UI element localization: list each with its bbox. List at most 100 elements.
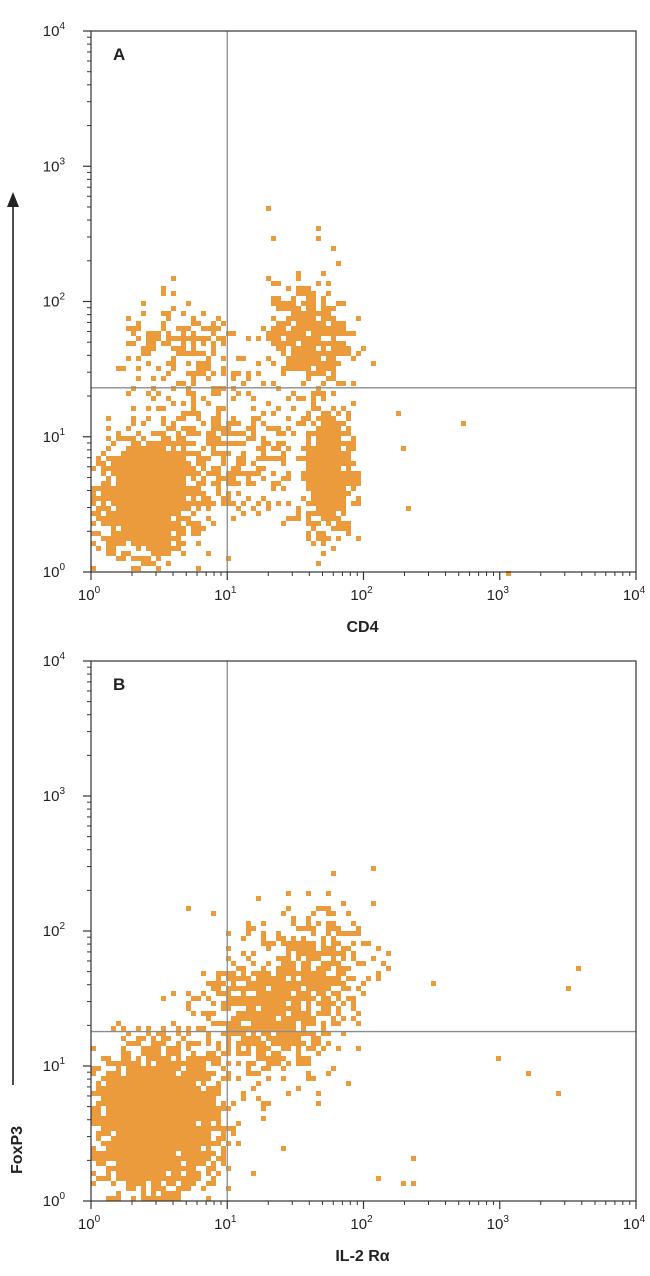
scatter-point [161, 546, 166, 551]
scatter-point [261, 1026, 266, 1031]
scatter-point [171, 1181, 176, 1186]
scatter-point [331, 926, 336, 931]
scatter-point [106, 1101, 111, 1106]
scatter-point [321, 366, 326, 371]
scatter-point [266, 1061, 271, 1066]
scatter-point [256, 971, 261, 976]
scatter-point [121, 1106, 126, 1111]
scatter-point [226, 481, 231, 486]
scatter-point [156, 1116, 161, 1121]
scatter-point [316, 336, 321, 341]
scatter-point [176, 1061, 181, 1066]
scatter-point [116, 496, 121, 501]
scatter-point [256, 361, 261, 366]
scatter-point [141, 346, 146, 351]
scatter-point [196, 1146, 201, 1151]
scatter-point [111, 1166, 116, 1171]
scatter-point [166, 396, 171, 401]
scatter-point [306, 301, 311, 306]
scatter-point [211, 446, 216, 451]
scatter-point [306, 306, 311, 311]
scatter-point [141, 1086, 146, 1091]
scatter-point [336, 536, 341, 541]
scatter-point [201, 526, 206, 531]
scatter-point [301, 446, 306, 451]
scatter-point [126, 426, 131, 431]
scatter-point [176, 1156, 181, 1161]
scatter-point [331, 246, 336, 251]
scatter-point [271, 1026, 276, 1031]
scatter-point [196, 1156, 201, 1161]
scatter-point [226, 496, 231, 501]
scatter-point [306, 431, 311, 436]
scatter-point [176, 1146, 181, 1151]
scatter-point [321, 446, 326, 451]
scatter-point [191, 476, 196, 481]
scatter-point [181, 1141, 186, 1146]
scatter-point [231, 481, 236, 486]
scatter-point [196, 1106, 201, 1111]
scatter-point [256, 1041, 261, 1046]
scatter-point [326, 516, 331, 521]
scatter-point [341, 381, 346, 386]
scatter-point [301, 976, 306, 981]
scatter-point [146, 1096, 151, 1101]
scatter-point [281, 521, 286, 526]
scatter-point [231, 371, 236, 376]
scatter-point [176, 506, 181, 511]
scatter-point [151, 441, 156, 446]
scatter-point [161, 1156, 166, 1161]
scatter-point [191, 1151, 196, 1156]
scatter-point [306, 921, 311, 926]
scatter-point [136, 1116, 141, 1121]
scatter-point [311, 1041, 316, 1046]
scatter-point [351, 1006, 356, 1011]
scatter-point [151, 1046, 156, 1051]
scatter-point [211, 416, 216, 421]
scatter-point [186, 1151, 191, 1156]
scatter-point [171, 536, 176, 541]
scatter-point [226, 476, 231, 481]
scatter-point [261, 1001, 266, 1006]
scatter-point [161, 526, 166, 531]
scatter-point [326, 1001, 331, 1006]
scatter-point [156, 431, 161, 436]
scatter-point [146, 1051, 151, 1056]
scatter-point [216, 1136, 221, 1141]
scatter-point [336, 381, 341, 386]
scatter-point [306, 436, 311, 441]
scatter-point [201, 456, 206, 461]
scatter-point [136, 366, 141, 371]
scatter-point [146, 1166, 151, 1171]
scatter-point [116, 516, 121, 521]
scatter-point [326, 306, 331, 311]
scatter-point [311, 396, 316, 401]
scatter-point [301, 991, 306, 996]
scatter-point [116, 1136, 121, 1141]
scatter-point [251, 1016, 256, 1021]
scatter-point [176, 1056, 181, 1061]
scatter-point [121, 1156, 126, 1161]
scatter-point [166, 471, 171, 476]
scatter-point [341, 981, 346, 986]
scatter-point [126, 1186, 131, 1191]
scatter-point [171, 491, 176, 496]
scatter-point [146, 471, 151, 476]
scatter-point [196, 486, 201, 491]
scatter-point [291, 311, 296, 316]
scatter-point [146, 446, 151, 451]
scatter-point [91, 1171, 96, 1176]
scatter-point [196, 526, 201, 531]
scatter-point [341, 341, 346, 346]
scatter-point [121, 491, 126, 496]
scatter-point [171, 1096, 176, 1101]
scatter-point [226, 946, 231, 951]
scatter-point [341, 1016, 346, 1021]
scatter-point [116, 1121, 121, 1126]
scatter-point [346, 946, 351, 951]
scatter-point [131, 421, 136, 426]
scatter-point [196, 431, 201, 436]
scatter-point [171, 1171, 176, 1176]
scatter-point [151, 1156, 156, 1161]
scatter-point [331, 376, 336, 381]
